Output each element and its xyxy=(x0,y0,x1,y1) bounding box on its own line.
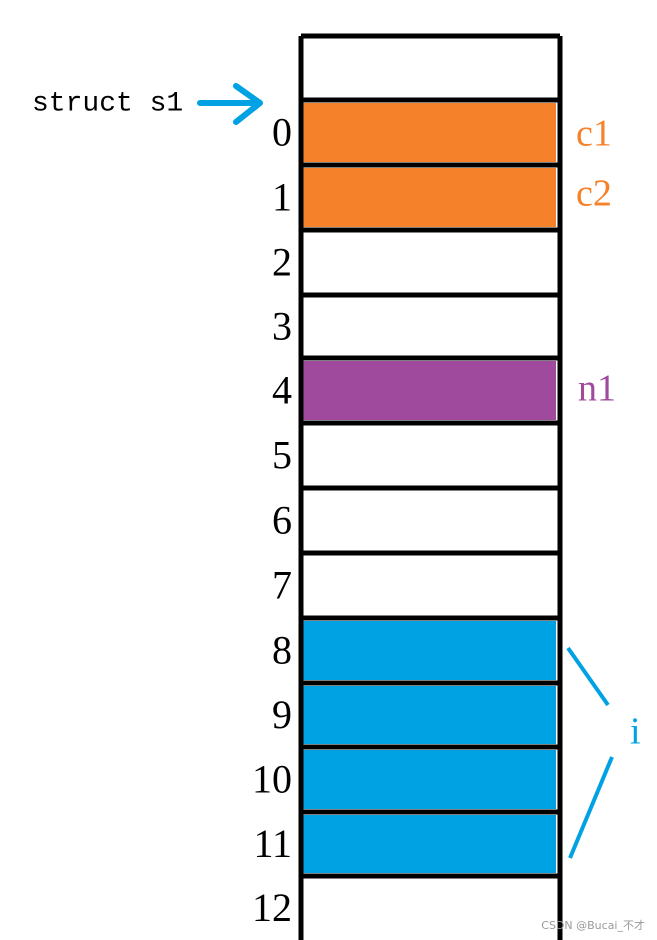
offset-label: 10 xyxy=(252,757,292,802)
offset-label: 8 xyxy=(272,628,292,673)
memory-cell xyxy=(303,621,556,680)
offset-label: 7 xyxy=(272,563,292,608)
member-label: n1 xyxy=(578,368,616,410)
memory-cell xyxy=(303,361,556,420)
offset-label: 5 xyxy=(272,433,292,478)
memory-cell xyxy=(303,815,556,873)
offset-label: 9 xyxy=(272,692,292,737)
pointer-label: struct s1 xyxy=(32,88,183,119)
member-label: c1 xyxy=(576,113,612,155)
memory-cell xyxy=(303,686,556,744)
member-label: c2 xyxy=(576,173,612,215)
pointer-arrow xyxy=(197,83,263,125)
offset-label: 1 xyxy=(272,175,292,220)
memory-cell xyxy=(303,168,556,227)
offset-label: 6 xyxy=(272,498,292,543)
memory-cell xyxy=(303,103,556,162)
member-label: i xyxy=(630,711,641,753)
offset-label: 12 xyxy=(252,885,292,930)
offset-label: 11 xyxy=(253,821,292,866)
memory-cell xyxy=(303,750,556,809)
watermark: CSDN @Bucai_不才 xyxy=(541,918,645,932)
offset-label: 4 xyxy=(272,368,292,413)
brace-line xyxy=(566,646,610,707)
offset-label: 0 xyxy=(272,110,292,155)
offset-label: 3 xyxy=(272,304,292,349)
offset-label: 2 xyxy=(272,240,292,285)
brace-line xyxy=(568,756,614,859)
